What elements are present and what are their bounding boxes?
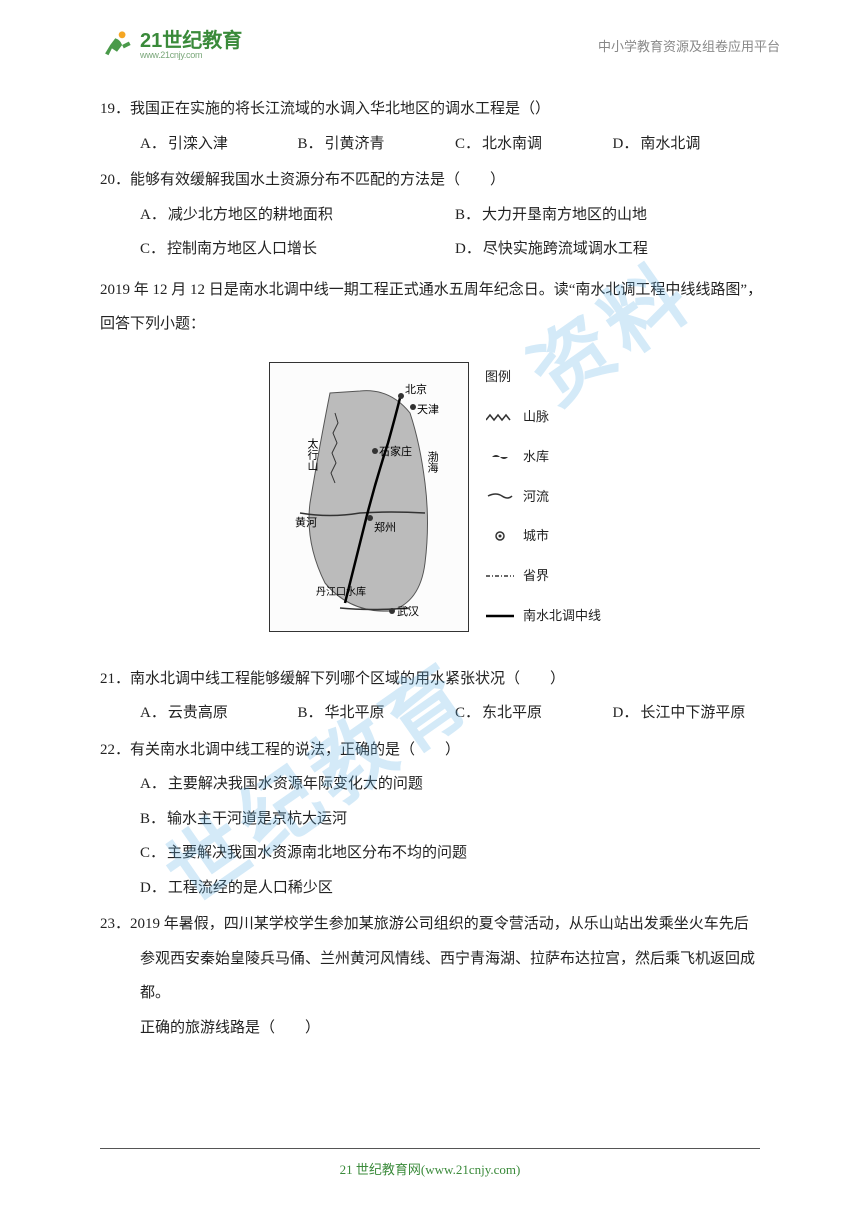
question-20: 20．能够有效缓解我国水土资源分布不匹配的方法是（ ） A．减少北方地区的耕地面… [100, 163, 770, 267]
q23-text2: 参观西安秦始皇陵兵马俑、兰州黄河风情线、西宁青海湖、拉萨布达拉宫，然后乘飞机返回… [100, 942, 770, 1011]
legend-mountain: 山脉 [485, 402, 601, 432]
q23-text: 2019 年暑假，四川某学校学生参加某旅游公司组织的夏令营活动，从乐山站出发乘坐… [130, 916, 749, 932]
header-subtitle: 中小学教育资源及组卷应用平台 [598, 36, 780, 55]
q20-text: 能够有效缓解我国水土资源分布不匹配的方法是（ ） [130, 172, 505, 188]
footer-text: 21 世纪教育网(www.21cnjy.com) [340, 1162, 521, 1177]
legend-title: 图例 [485, 362, 601, 392]
q20-opt-b: B．大力开垦南方地区的山地 [455, 198, 770, 233]
svg-text:北京: 北京 [405, 382, 427, 396]
logo: 21世纪教育 www.21cnjy.com [100, 28, 242, 62]
q21-opt-d: D．长江中下游平原 [613, 696, 771, 731]
legend-city: 城市 [485, 521, 601, 551]
question-21: 21．南水北调中线工程能够缓解下列哪个区域的用水紧张状况（ ） A．云贵高原 B… [100, 662, 770, 731]
legend-river: 河流 [485, 482, 601, 512]
svg-text:黄河: 黄河 [295, 515, 317, 529]
footer-divider [100, 1148, 760, 1149]
q22-opt-c: C．主要解决我国水资源南北地区分布不均的问题 [140, 836, 770, 871]
svg-text:天津: 天津 [417, 403, 439, 416]
svg-text:郑州: 郑州 [374, 520, 396, 534]
page-footer: 21 世纪教育网(www.21cnjy.com) [0, 1148, 860, 1178]
q22-num: 22． [100, 742, 130, 758]
passage-1: 2019 年 12 月 12 日是南水北调中线一期工程正式通水五周年纪念日。读“… [100, 273, 770, 342]
passage-line2: 回答下列小题： [100, 307, 770, 342]
q21-num: 21． [100, 671, 130, 687]
legend-boundary: 省界 [485, 561, 601, 591]
legend-route: 南水北调中线 [485, 601, 601, 631]
q21-opt-a: A．云贵高原 [140, 696, 298, 731]
q19-opt-b: B．引黄济青 [298, 127, 456, 162]
q19-text: 我国正在实施的将长江流域的水调入华北地区的调水工程是（） [130, 101, 550, 117]
map-legend: 图例 山脉 水库 河流 城市 [485, 362, 601, 632]
q19-num: 19． [100, 101, 130, 117]
q22-opt-d: D．工程流经的是人口稀少区 [140, 871, 770, 906]
q20-opt-c: C．控制南方地区人口增长 [140, 232, 455, 267]
page-header: 21世纪教育 www.21cnjy.com 中小学教育资源及组卷应用平台 [0, 0, 860, 72]
q23-text3: 正确的旅游线路是（ ） [100, 1011, 770, 1046]
svg-text:太行山: 太行山 [306, 437, 319, 470]
q20-num: 20． [100, 172, 130, 188]
q21-text: 南水北调中线工程能够缓解下列哪个区域的用水紧张状况（ ） [130, 671, 565, 687]
question-23: 23．2019 年暑假，四川某学校学生参加某旅游公司组织的夏令营活动，从乐山站出… [100, 907, 770, 1045]
q21-opt-b: B．华北平原 [298, 696, 456, 731]
svg-text:武汉: 武汉 [397, 605, 419, 618]
q19-opt-c: C．北水南调 [455, 127, 613, 162]
q22-opt-b: B．输水主干河道是京杭大运河 [140, 802, 770, 837]
svg-text:丹江口水库: 丹江口水库 [316, 585, 366, 598]
map-image: 北京 天津 石家庄 郑州 武汉 太行山 渤海 黄河 丹江口水库 [269, 362, 469, 632]
logo-main-text: 21世纪教育 [140, 31, 242, 51]
q20-opt-a: A．减少北方地区的耕地面积 [140, 198, 455, 233]
question-22: 22．有关南水北调中线工程的说法，正确的是（ ） A．主要解决我国水资源年际变化… [100, 733, 770, 906]
content-area: 19．我国正在实施的将长江流域的水调入华北地区的调水工程是（） A．引滦入津 B… [0, 72, 860, 1045]
svg-text:渤海: 渤海 [426, 450, 439, 473]
logo-sub-text: www.21cnjy.com [140, 51, 242, 60]
runner-icon [100, 28, 134, 62]
q23-num: 23． [100, 916, 130, 932]
q19-opt-a: A．引滦入津 [140, 127, 298, 162]
question-19: 19．我国正在实施的将长江流域的水调入华北地区的调水工程是（） A．引滦入津 B… [100, 92, 770, 161]
q20-opt-d: D．尽快实施跨流域调水工程 [455, 232, 770, 267]
passage-line1: 2019 年 12 月 12 日是南水北调中线一期工程正式通水五周年纪念日。读“… [100, 273, 770, 308]
q19-opt-d: D．南水北调 [613, 127, 771, 162]
svg-text:石家庄: 石家庄 [379, 444, 412, 458]
q21-opt-c: C．东北平原 [455, 696, 613, 731]
q22-text: 有关南水北调中线工程的说法，正确的是（ ） [130, 742, 460, 758]
map-figure: 北京 天津 石家庄 郑州 武汉 太行山 渤海 黄河 丹江口水库 图例 山脉 [100, 362, 770, 632]
legend-reservoir: 水库 [485, 442, 601, 472]
q22-opt-a: A．主要解决我国水资源年际变化大的问题 [140, 767, 770, 802]
